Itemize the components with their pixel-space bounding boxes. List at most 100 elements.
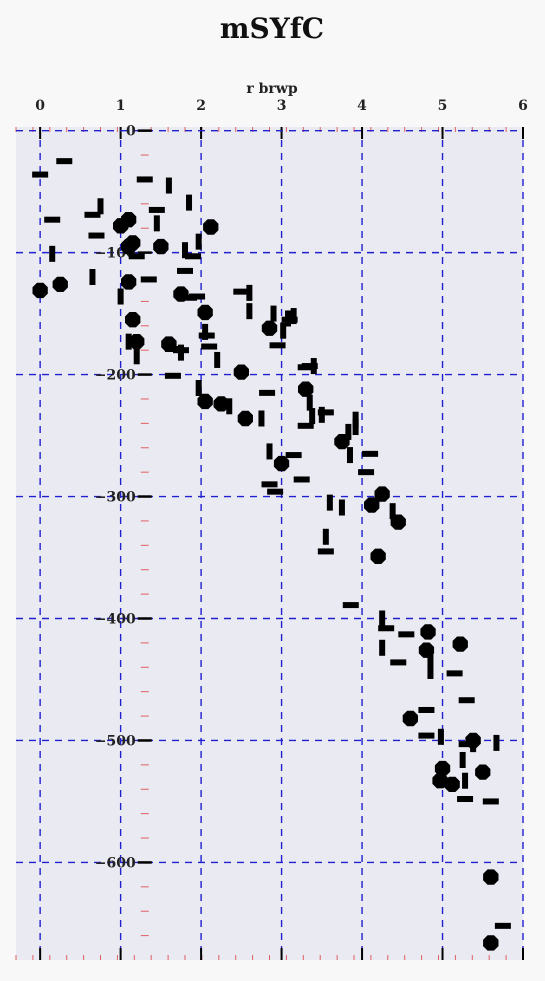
data-point-hbar — [261, 481, 278, 488]
data-point-vbar — [202, 323, 209, 340]
data-point-octagon — [203, 219, 219, 235]
data-point-octagon — [273, 455, 290, 472]
data-point-vbar — [117, 288, 124, 305]
data-point-hbar — [301, 363, 318, 370]
x-tick-label: 3 — [277, 98, 287, 114]
data-point-hbar — [140, 276, 157, 283]
data-point-hbar — [185, 253, 202, 260]
data-point-vbar — [89, 269, 96, 286]
data-point-hbar — [342, 602, 359, 609]
data-point-vbar — [346, 447, 353, 464]
data-point-vbar — [427, 647, 434, 664]
data-point-vbar — [49, 245, 56, 262]
x-tick-label: 1 — [116, 98, 126, 114]
data-point-hbar — [378, 625, 395, 632]
data-point-vbar — [379, 639, 386, 656]
data-point-vbar — [322, 528, 329, 545]
data-point-octagon — [197, 393, 213, 410]
y-tick-label: −500 — [95, 733, 136, 749]
data-point-hbar — [233, 288, 250, 295]
data-point-hbar — [148, 206, 165, 213]
data-point-octagon — [125, 235, 141, 251]
data-point-octagon — [52, 276, 68, 292]
y-tick-label: −400 — [95, 612, 136, 628]
data-point-hbar — [446, 670, 463, 677]
x-tick-label: 5 — [438, 98, 448, 114]
data-point-octagon — [213, 396, 229, 412]
data-point-octagon — [233, 364, 249, 380]
data-point-vbar — [246, 284, 253, 301]
data-point-vbar — [310, 358, 317, 375]
data-point-hbar — [56, 158, 73, 165]
data-point-hbar — [177, 267, 193, 274]
data-point-octagon — [370, 548, 386, 564]
plot-area: 0 1 2 3 4 5 60−100−200−300−400−500−600 — [15, 98, 528, 960]
data-point-octagon — [298, 381, 314, 397]
data-point-vbar — [389, 503, 396, 520]
data-point-hbar — [189, 293, 206, 300]
data-point-vbar — [246, 303, 253, 320]
data-point-vbar — [165, 177, 172, 194]
x-tick-label: 2 — [196, 98, 206, 114]
data-point-vbar — [258, 410, 265, 427]
data-point-octagon — [261, 320, 278, 336]
data-point-vbar — [290, 308, 297, 325]
data-point-octagon — [402, 710, 418, 727]
data-point-hbar — [418, 732, 435, 739]
data-point-vbar — [182, 242, 188, 259]
data-point-vbar — [195, 233, 202, 250]
y-tick-label: 0 — [126, 124, 136, 140]
data-point-hbar — [181, 294, 198, 301]
data-point-octagon — [452, 636, 468, 652]
data-point-vbar — [226, 398, 233, 415]
data-point-vbar — [462, 772, 469, 789]
data-point-octagon — [364, 497, 380, 513]
data-point-octagon — [32, 282, 48, 299]
data-point-hbar — [136, 176, 153, 183]
data-point-octagon — [125, 312, 141, 328]
data-point-octagon — [475, 764, 491, 780]
data-point-hbar — [317, 548, 334, 555]
data-point-vbar — [345, 423, 352, 440]
data-point-hbar — [44, 216, 61, 223]
data-point-vbar — [280, 322, 287, 339]
data-point-vbar — [285, 310, 292, 327]
data-point-hbar — [285, 452, 302, 459]
data-point-hbar — [390, 659, 407, 666]
x-tick-label: 0 — [35, 98, 45, 114]
data-point-hbar — [458, 741, 475, 748]
data-point-vbar — [153, 215, 160, 232]
x-tick-label: 4 — [357, 98, 367, 114]
data-point-hbar — [297, 422, 314, 429]
data-point-octagon — [434, 760, 451, 777]
data-point-hbar — [458, 697, 475, 704]
data-point-vbar — [459, 751, 466, 768]
data-point-hbar — [398, 631, 415, 638]
data-point-vbar — [97, 198, 104, 215]
data-point-octagon — [153, 238, 169, 255]
x-axis-label: r brwp — [246, 81, 297, 97]
data-point-hbar — [362, 450, 379, 457]
data-point-vbar — [379, 610, 386, 627]
data-point-vbar — [326, 494, 333, 511]
data-point-hbar — [164, 345, 181, 352]
data-point-vbar — [195, 379, 202, 396]
data-point-octagon — [121, 274, 137, 290]
data-point-octagon — [197, 304, 213, 321]
data-point-hbar — [269, 342, 286, 349]
data-point-vbar — [270, 305, 277, 322]
data-point-vbar — [470, 736, 477, 753]
data-point-vbar — [186, 194, 193, 211]
data-point-vbar — [437, 728, 444, 745]
data-point-octagon — [374, 486, 390, 502]
data-point-vbar — [125, 333, 132, 350]
y-tick-label: −300 — [95, 490, 136, 506]
data-point-hbar — [494, 922, 511, 929]
plot-background — [16, 127, 523, 960]
data-point-hbar — [32, 171, 49, 178]
data-point-hbar — [164, 372, 181, 379]
data-point-hbar — [84, 211, 101, 218]
data-point-vbar — [309, 408, 316, 425]
data-point-vbar — [133, 348, 140, 365]
